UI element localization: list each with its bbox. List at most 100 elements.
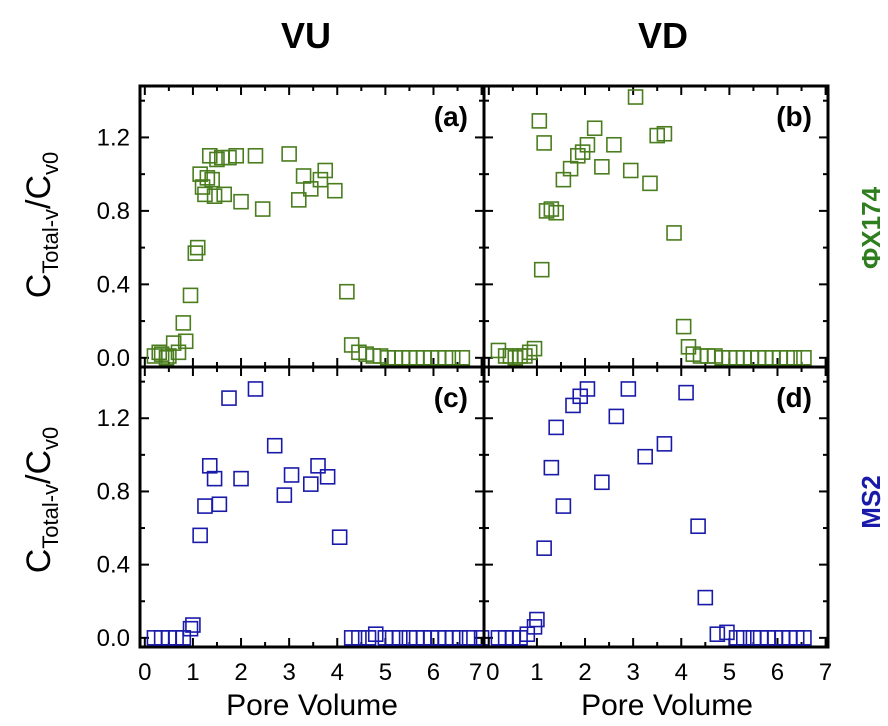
x-tick-label: 7 [469, 659, 482, 686]
data-point [302, 181, 319, 197]
y-tick-label: 0.8 [97, 198, 130, 225]
data-point [796, 630, 812, 646]
data-point [594, 474, 610, 491]
data-point [266, 437, 283, 454]
data-point [608, 408, 625, 425]
data-point [206, 188, 223, 204]
data-point [444, 350, 461, 366]
data-point [327, 182, 343, 199]
data-point [719, 624, 735, 641]
data-point [331, 529, 348, 545]
data-point [233, 470, 249, 487]
data-point [192, 527, 208, 544]
data-point [736, 630, 752, 646]
x-tick-label: 6 [771, 659, 784, 686]
data-point [290, 192, 307, 208]
x-tick-label: 7 [819, 659, 832, 686]
data-point [538, 203, 555, 219]
data-point [526, 340, 543, 357]
data-point [786, 350, 803, 366]
y-tick-label: 0.0 [97, 625, 130, 652]
column-title-vu: VU [281, 15, 331, 56]
x-tick-label: 4 [331, 659, 344, 686]
x-tick-label: 1 [186, 659, 199, 686]
data-point [206, 470, 223, 487]
data-point [548, 419, 564, 436]
data-point [283, 467, 300, 483]
data-point [175, 315, 192, 331]
data-point [452, 630, 468, 646]
x-tick-label: 0 [138, 659, 151, 686]
data-point [310, 458, 326, 474]
data-point [211, 496, 228, 513]
y-tick-label: 1.2 [97, 405, 130, 432]
data-point [312, 171, 329, 188]
data-point [367, 626, 384, 642]
data-point [161, 348, 177, 364]
panel-label: (d) [776, 382, 812, 413]
data-point [536, 135, 552, 151]
data-point [637, 448, 653, 465]
data-point [697, 589, 714, 606]
y-tick-label: 0.4 [97, 271, 130, 298]
x-tick-label: 5 [379, 659, 392, 686]
data-point [586, 120, 603, 137]
data-point [454, 350, 471, 366]
data-point [254, 201, 271, 217]
x-axis-label-left: Pore Volume [226, 689, 398, 722]
data-point [533, 261, 550, 278]
data-point [351, 630, 367, 646]
data-point [187, 245, 204, 261]
data-point [690, 518, 706, 535]
column-title-vd: VD [638, 15, 688, 56]
data-point [666, 225, 682, 241]
data-point [579, 381, 596, 397]
data-point [531, 113, 548, 129]
data-point [656, 436, 673, 452]
data-point [570, 147, 586, 164]
data-point [233, 193, 249, 210]
y-tick-label: 0.8 [97, 478, 130, 505]
y-tick-label: 1.2 [97, 124, 130, 151]
data-point [281, 146, 297, 162]
data-point [204, 171, 220, 188]
data-point [165, 335, 182, 351]
data-point [622, 162, 639, 179]
data-point [276, 487, 293, 503]
data-point [620, 381, 637, 397]
x-tick-label: 2 [234, 659, 247, 686]
plot-frame [138, 365, 486, 649]
panel-label: (a) [434, 101, 468, 132]
data-point [796, 350, 812, 366]
data-point [247, 381, 264, 397]
y-tick-label: 0.0 [97, 345, 130, 372]
y-tick-label: 0.4 [97, 552, 130, 579]
x-tick-label: 5 [723, 659, 736, 686]
data-point [536, 540, 552, 556]
data-point [627, 89, 644, 105]
x-tick-label: 4 [675, 659, 688, 686]
data-point [392, 630, 408, 646]
data-point [656, 125, 673, 142]
y-axis-label-bottom: CTotal-v/Cv0 [20, 427, 63, 574]
data-point [177, 333, 194, 350]
data-point [189, 239, 206, 256]
row-label-ms2: MS2 [856, 475, 886, 528]
data-point [209, 151, 225, 168]
data-point [529, 611, 545, 628]
x-tick-label: 3 [282, 659, 295, 686]
data-point [675, 318, 692, 335]
x-tick-label: 2 [578, 659, 591, 686]
data-point [182, 287, 199, 304]
y-axis-label-top: CTotal-v/Cv0 [20, 152, 63, 299]
x-tick-label: 3 [626, 659, 639, 686]
data-point [319, 469, 336, 485]
panel-label: (c) [434, 382, 468, 413]
row-label-phix174: ΦX174 [856, 186, 886, 269]
data-point [521, 344, 538, 361]
data-point [216, 186, 232, 203]
plot-frame [482, 365, 830, 649]
data-point [461, 630, 478, 646]
data-point [709, 626, 726, 642]
